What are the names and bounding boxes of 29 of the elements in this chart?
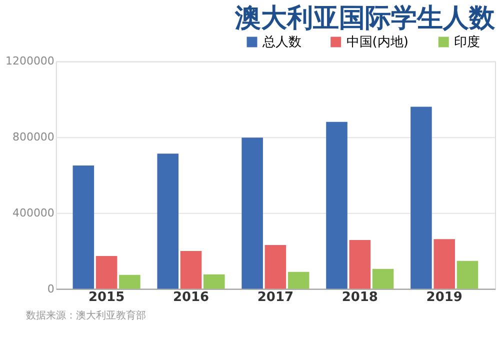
bar [349, 240, 371, 289]
y-tick-label: 1200000 [6, 54, 54, 68]
y-tick-label: 0 [47, 282, 54, 296]
bar [203, 274, 225, 289]
bar [372, 268, 394, 289]
y-tick-label: 800000 [12, 130, 54, 144]
bar [157, 154, 179, 289]
y-tick-label: 400000 [12, 206, 54, 220]
bar [242, 138, 263, 289]
bar [180, 251, 202, 289]
legend-label: 印度 [454, 34, 480, 50]
bar [456, 260, 478, 289]
source-note: 数据来源：澳大利亚教育部 [26, 310, 146, 322]
x-tick-label: 2018 [342, 290, 378, 306]
legend-label: 中国(内地) [346, 35, 408, 50]
bar [72, 166, 94, 289]
bar [410, 106, 432, 289]
x-tick-label: 2015 [88, 290, 125, 306]
bar [264, 244, 286, 289]
bar [288, 272, 310, 289]
bar [96, 256, 118, 289]
x-tick-label: 2017 [257, 290, 294, 306]
bar [434, 239, 455, 289]
x-tick-label: 2016 [172, 290, 210, 306]
x-tick-label: 2019 [426, 290, 462, 306]
bar [119, 274, 140, 289]
legend-label: 总人数 [261, 35, 302, 50]
bar [326, 122, 348, 289]
chart-title: 澳大利亚国际学生人数 [234, 3, 496, 34]
